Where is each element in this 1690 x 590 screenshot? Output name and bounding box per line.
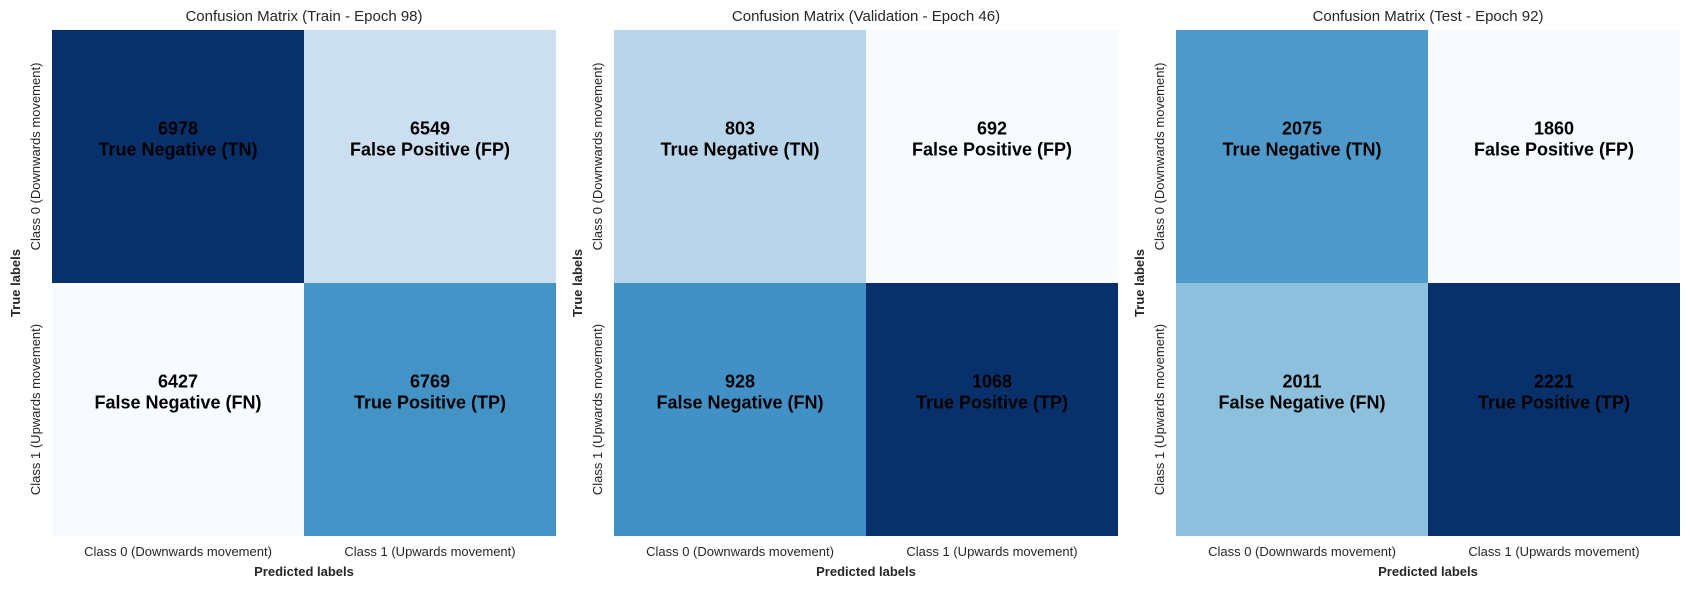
cell-value: 803 — [725, 119, 755, 139]
cell-label: False Positive (FP) — [350, 140, 510, 160]
y-tick-label: Class 0 (Downwards movement) — [28, 63, 43, 251]
cell-value: 6549 — [410, 119, 450, 139]
y-axis-label: True labels — [8, 249, 23, 317]
cell-value: 2011 — [1282, 372, 1321, 392]
cell-value: 2221 — [1534, 372, 1574, 392]
cell-label: True Negative (TN) — [660, 140, 819, 160]
x-tick-label: Class 0 (Downwards movement) — [646, 544, 834, 559]
x-tick-label: Class 0 (Downwards movement) — [1208, 544, 1396, 559]
y-axis-label: True labels — [1132, 249, 1147, 317]
heatmap-cell — [1428, 30, 1680, 283]
heatmap-cell — [614, 283, 866, 536]
heatmap-cell — [866, 283, 1118, 536]
y-tick-label: Class 1 (Upwards movement) — [1152, 324, 1167, 495]
cell-label: False Positive (FP) — [912, 140, 1072, 160]
cell-label: False Positive (FP) — [1474, 140, 1634, 160]
x-tick-label: Class 1 (Upwards movement) — [906, 544, 1077, 559]
heatmap-cell — [1176, 30, 1428, 283]
confusion-matrix-panel: Confusion Matrix (Train - Epoch 98)6978T… — [8, 8, 556, 579]
heatmap-cell — [304, 30, 556, 283]
cell-value: 6427 — [158, 372, 198, 392]
cell-label: True Negative (TN) — [1222, 140, 1381, 160]
chart-title: Confusion Matrix (Train - Epoch 98) — [185, 8, 422, 25]
cell-label: True Positive (TP) — [916, 393, 1068, 413]
cell-label: False Negative (FN) — [1218, 393, 1385, 413]
cell-label: False Negative (FN) — [94, 393, 261, 413]
cell-label: True Positive (TP) — [354, 393, 506, 413]
cell-value: 1860 — [1534, 119, 1574, 139]
x-axis-label: Predicted labels — [1378, 564, 1478, 579]
x-tick-label: Class 0 (Downwards movement) — [84, 544, 272, 559]
cell-value: 6769 — [410, 372, 450, 392]
heatmap-cell — [866, 30, 1118, 283]
heatmap-cell — [52, 30, 304, 283]
cell-value: 2075 — [1282, 119, 1322, 139]
y-axis-label: True labels — [570, 249, 585, 317]
cell-value: 6978 — [158, 119, 198, 139]
confusion-matrix-panel: Confusion Matrix (Test - Epoch 92)2075Tr… — [1132, 8, 1680, 579]
y-tick-label: Class 0 (Downwards movement) — [590, 63, 605, 251]
cell-value: 928 — [725, 372, 755, 392]
chart-title: Confusion Matrix (Test - Epoch 92) — [1313, 8, 1544, 25]
x-axis-label: Predicted labels — [816, 564, 916, 579]
heatmap-cell — [304, 283, 556, 536]
x-tick-label: Class 1 (Upwards movement) — [344, 544, 515, 559]
y-tick-label: Class 0 (Downwards movement) — [1152, 63, 1167, 251]
x-axis-label: Predicted labels — [254, 564, 354, 579]
confusion-matrix-panel: Confusion Matrix (Validation - Epoch 46)… — [570, 8, 1118, 579]
heatmap-cell — [52, 283, 304, 536]
x-tick-label: Class 1 (Upwards movement) — [1468, 544, 1639, 559]
heatmap-cell — [1176, 283, 1428, 536]
cell-label: True Negative (TN) — [98, 140, 257, 160]
chart-title: Confusion Matrix (Validation - Epoch 46) — [732, 8, 1000, 25]
y-tick-label: Class 1 (Upwards movement) — [28, 324, 43, 495]
heatmap-cell — [1428, 283, 1680, 536]
y-tick-label: Class 1 (Upwards movement) — [590, 324, 605, 495]
cell-label: False Negative (FN) — [656, 393, 823, 413]
cell-label: True Positive (TP) — [1478, 393, 1630, 413]
heatmap-cell — [614, 30, 866, 283]
cell-value: 1068 — [972, 372, 1012, 392]
cell-value: 692 — [977, 119, 1007, 139]
